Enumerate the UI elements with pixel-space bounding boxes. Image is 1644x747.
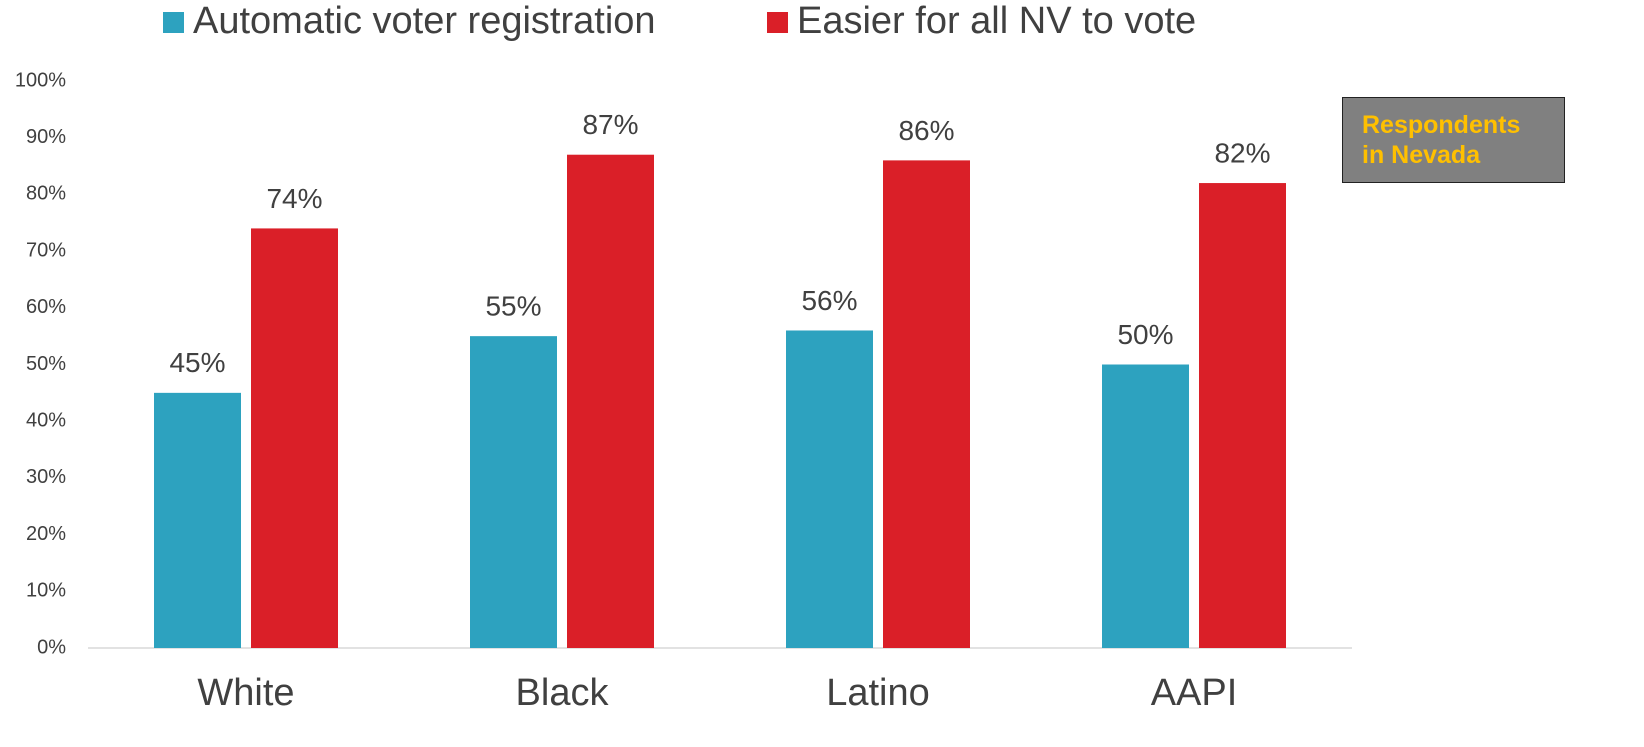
bar bbox=[1102, 364, 1189, 648]
bar bbox=[1199, 183, 1286, 648]
legend-swatch bbox=[767, 12, 788, 33]
x-tick-label: Black bbox=[516, 672, 610, 714]
value-label: 87% bbox=[582, 109, 638, 140]
value-label: 45% bbox=[169, 347, 225, 378]
y-tick-label: 90% bbox=[26, 126, 66, 148]
value-label: 56% bbox=[801, 285, 857, 316]
x-tick-label: Latino bbox=[826, 672, 930, 714]
y-tick-label: 80% bbox=[26, 183, 66, 205]
y-tick-label: 10% bbox=[26, 580, 66, 602]
bar bbox=[154, 392, 241, 648]
x-tick-label: AAPI bbox=[1151, 672, 1238, 714]
value-label: 50% bbox=[1117, 319, 1173, 350]
y-tick-label: 70% bbox=[26, 239, 66, 261]
y-tick-label: 50% bbox=[26, 353, 66, 375]
y-tick-label: 40% bbox=[26, 409, 66, 431]
legend-label: Easier for all NV to vote bbox=[797, 0, 1196, 42]
value-label: 55% bbox=[485, 291, 541, 322]
value-label: 74% bbox=[266, 183, 322, 214]
value-label: 82% bbox=[1214, 137, 1270, 168]
annotation: Respondents in Nevada bbox=[1342, 97, 1565, 183]
y-tick-label: 100% bbox=[15, 69, 66, 91]
bar bbox=[251, 228, 338, 649]
x-tick-label: White bbox=[197, 672, 294, 714]
bar bbox=[470, 336, 557, 648]
bar bbox=[567, 154, 654, 648]
legend-swatch bbox=[163, 12, 184, 33]
value-label: 86% bbox=[898, 115, 954, 146]
y-tick-label: 20% bbox=[26, 523, 66, 545]
y-tick-label: 30% bbox=[26, 466, 66, 488]
bar bbox=[883, 160, 970, 648]
y-tick-label: 60% bbox=[26, 296, 66, 318]
bar bbox=[786, 330, 873, 648]
y-tick-label: 0% bbox=[37, 636, 66, 658]
legend-label: Automatic voter registration bbox=[193, 0, 656, 42]
